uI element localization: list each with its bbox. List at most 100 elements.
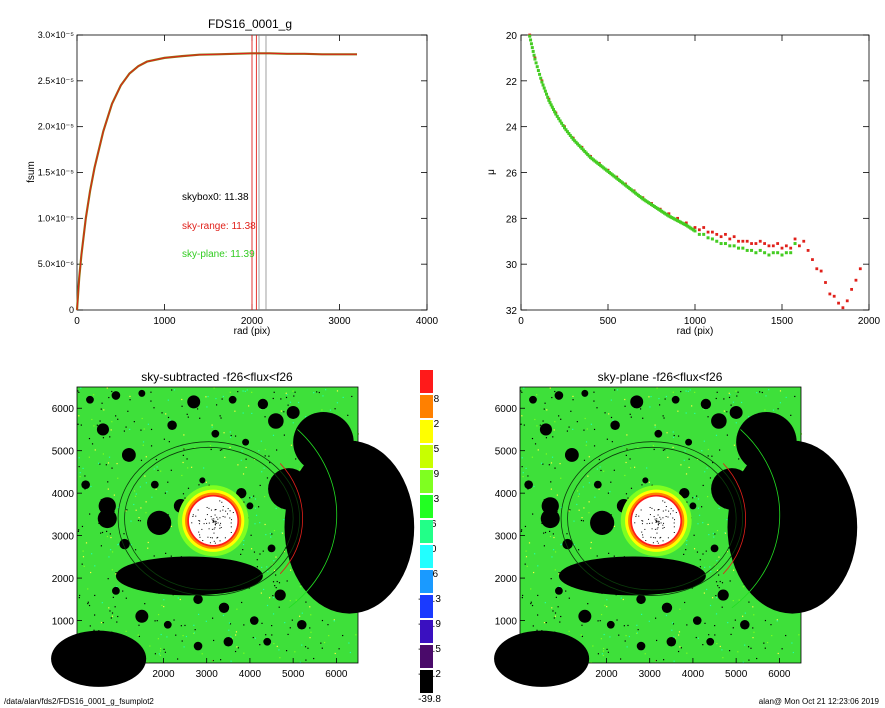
noise-pixel: [520, 530, 523, 532]
noise-pixel: [294, 651, 296, 653]
noise-pixel: [229, 391, 231, 393]
noise-pixel: [712, 461, 714, 464]
noise-pixel: [80, 387, 82, 389]
noise-pixel: [551, 556, 553, 558]
noise-pixel: [310, 631, 312, 633]
core-speck: [662, 524, 664, 526]
core-speck: [221, 501, 223, 503]
masked-star: [286, 405, 300, 419]
noise-pixel: [280, 410, 282, 412]
noise-pixel: [558, 573, 560, 575]
noise-pixel: [616, 619, 618, 621]
noise-pixel: [90, 571, 92, 574]
noise-pixel: [77, 530, 80, 532]
noise-pixel: [135, 493, 137, 495]
noise-pixel: [533, 571, 535, 574]
noise-pixel: [110, 617, 112, 619]
noise-pixel: [727, 621, 729, 624]
noise-pixel: [93, 629, 95, 631]
noise-pixel: [251, 391, 253, 393]
noise-pixel: [526, 565, 528, 567]
core-speck: [212, 520, 214, 522]
noise-pixel: [209, 445, 211, 447]
noise-pixel: [87, 601, 89, 603]
masked-region-right-top: [736, 411, 797, 473]
masked-star: [679, 487, 690, 499]
noise-pixel: [658, 404, 661, 406]
noise-pixel: [590, 541, 592, 544]
core-speck: [231, 519, 233, 521]
noise-pixel: [732, 627, 734, 629]
noise-pixel: [597, 620, 599, 622]
noise-pixel: [91, 418, 93, 421]
noise-pixel: [243, 501, 245, 503]
fsum-xlabel: rad (pix): [234, 326, 271, 337]
noise-pixel: [266, 566, 268, 568]
core-speck: [219, 527, 221, 529]
masked-star: [529, 395, 537, 404]
noise-pixel: [640, 613, 643, 616]
noise-pixel: [527, 488, 529, 490]
noise-pixel: [221, 398, 223, 400]
noise-pixel: [304, 646, 307, 648]
noise-pixel: [553, 429, 555, 431]
masked-star: [740, 620, 750, 630]
noise-pixel: [520, 390, 522, 392]
mu-point-green: [573, 139, 577, 143]
mu-point-green: [535, 65, 539, 69]
core-speck: [662, 517, 664, 519]
mu-point-red: [719, 235, 723, 239]
noise-pixel: [130, 520, 132, 522]
noise-pixel: [691, 405, 693, 407]
mu-point-red: [741, 239, 745, 243]
sky-ring-inner: [124, 446, 294, 591]
noise-pixel: [570, 410, 572, 412]
colorbar-swatch: [420, 495, 433, 518]
noise-pixel: [572, 395, 574, 398]
noise-pixel: [167, 481, 169, 483]
image-xtick-label: 6000: [325, 669, 348, 680]
noise-pixel: [78, 466, 80, 468]
noise-pixel: [604, 412, 606, 414]
noise-pixel: [598, 488, 600, 490]
fsum-ylabel: fsum: [26, 161, 37, 183]
core-speck: [656, 521, 658, 523]
noise-pixel: [171, 389, 173, 391]
core-speck: [657, 514, 659, 516]
mu-xtick-label: 1500: [771, 316, 794, 327]
noise-pixel: [91, 443, 94, 445]
mu-point-red: [824, 281, 827, 284]
noise-pixel: [253, 551, 256, 553]
image-ytick-label: 4000: [495, 489, 518, 500]
noise-pixel: [107, 488, 109, 490]
noise-pixel: [709, 566, 711, 568]
mu-point-red: [798, 244, 801, 248]
noise-pixel: [779, 402, 782, 404]
noise-pixel: [549, 535, 552, 538]
mu-point-red: [802, 239, 806, 243]
core-speck: [635, 514, 637, 516]
noise-pixel: [544, 531, 547, 534]
noise-pixel: [89, 625, 91, 627]
noise-pixel: [711, 455, 713, 457]
noise-pixel: [187, 487, 190, 489]
noise-pixel: [685, 549, 687, 551]
mu-point-red: [832, 294, 836, 298]
noise-pixel: [284, 621, 286, 624]
noise-pixel: [93, 394, 95, 396]
noise-pixel: [150, 445, 153, 447]
masked-star: [242, 438, 250, 446]
noise-pixel: [588, 456, 590, 458]
noise-pixel: [205, 481, 207, 483]
noise-pixel: [534, 418, 536, 421]
noise-pixel: [100, 408, 102, 410]
noise-pixel: [697, 458, 699, 461]
noise-pixel: [108, 607, 110, 609]
masked-star: [654, 429, 663, 438]
noise-pixel: [88, 437, 91, 440]
noise-pixel: [662, 449, 665, 451]
noise-pixel: [89, 513, 91, 515]
noise-pixel: [94, 449, 96, 451]
mu-ytick-label: 28: [506, 214, 518, 225]
mu-point-red: [711, 230, 714, 234]
